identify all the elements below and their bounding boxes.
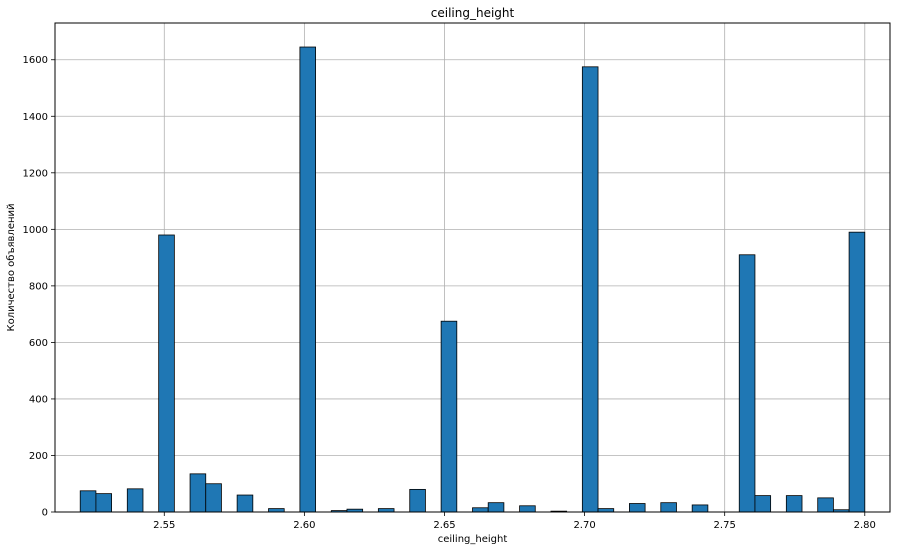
y-tick-label: 400 [29,394,48,405]
histogram-bar [236,494,254,513]
histogram-bar [817,497,834,513]
chart-title: ceiling_height [431,6,515,20]
x-tick-label: 2.65 [433,520,455,531]
histogram-bar [158,234,175,513]
y-tick-label: 0 [42,508,48,519]
y-tick-label: 1200 [23,168,48,179]
x-axis-label: ceiling_height [438,534,508,545]
x-tick-label: 2.60 [293,520,315,531]
histogram-bar [848,231,866,513]
histogram-bar [299,46,316,513]
histogram-bar [79,490,97,513]
y-axis-label: Количество объявлений [6,203,17,331]
histogram-bar [268,508,285,513]
y-tick-label: 600 [29,338,48,349]
histogram-bar [440,320,458,513]
histogram-bar [519,505,536,513]
histogram-bar [487,502,505,513]
histogram-bar [472,507,489,513]
y-tick-label: 800 [29,281,48,292]
histogram-bar [597,508,615,513]
y-tick-label: 1600 [23,55,48,66]
x-tick-label: 2.70 [573,520,595,531]
histogram-bar [581,66,599,513]
ticks-layer: 2.55 2.60 2.65 2.70 2.75 2.80 0 200 400 600 800 100… [23,55,876,531]
x-tick-label: 2.55 [153,520,175,531]
x-tick-label: 2.80 [854,520,876,531]
x-tick-label: 2.75 [714,520,736,531]
histogram-bar [754,495,772,513]
histogram-bar [691,504,709,513]
histogram-bar [377,508,395,513]
histogram-bar [409,488,426,513]
histogram-bar [629,503,646,513]
y-tick-label: 1000 [23,225,48,236]
histogram-bar [189,473,207,513]
histogram-bar [95,493,113,513]
histogram-bar [785,495,803,513]
y-tick-label: 200 [29,451,48,462]
histogram-bar [660,502,677,513]
plot-frame [54,22,891,513]
y-tick-label: 1400 [23,112,48,123]
histogram-bar [126,488,144,513]
bars-layer [79,46,866,513]
histogram-bar [205,483,222,513]
histogram-bar [738,254,756,513]
